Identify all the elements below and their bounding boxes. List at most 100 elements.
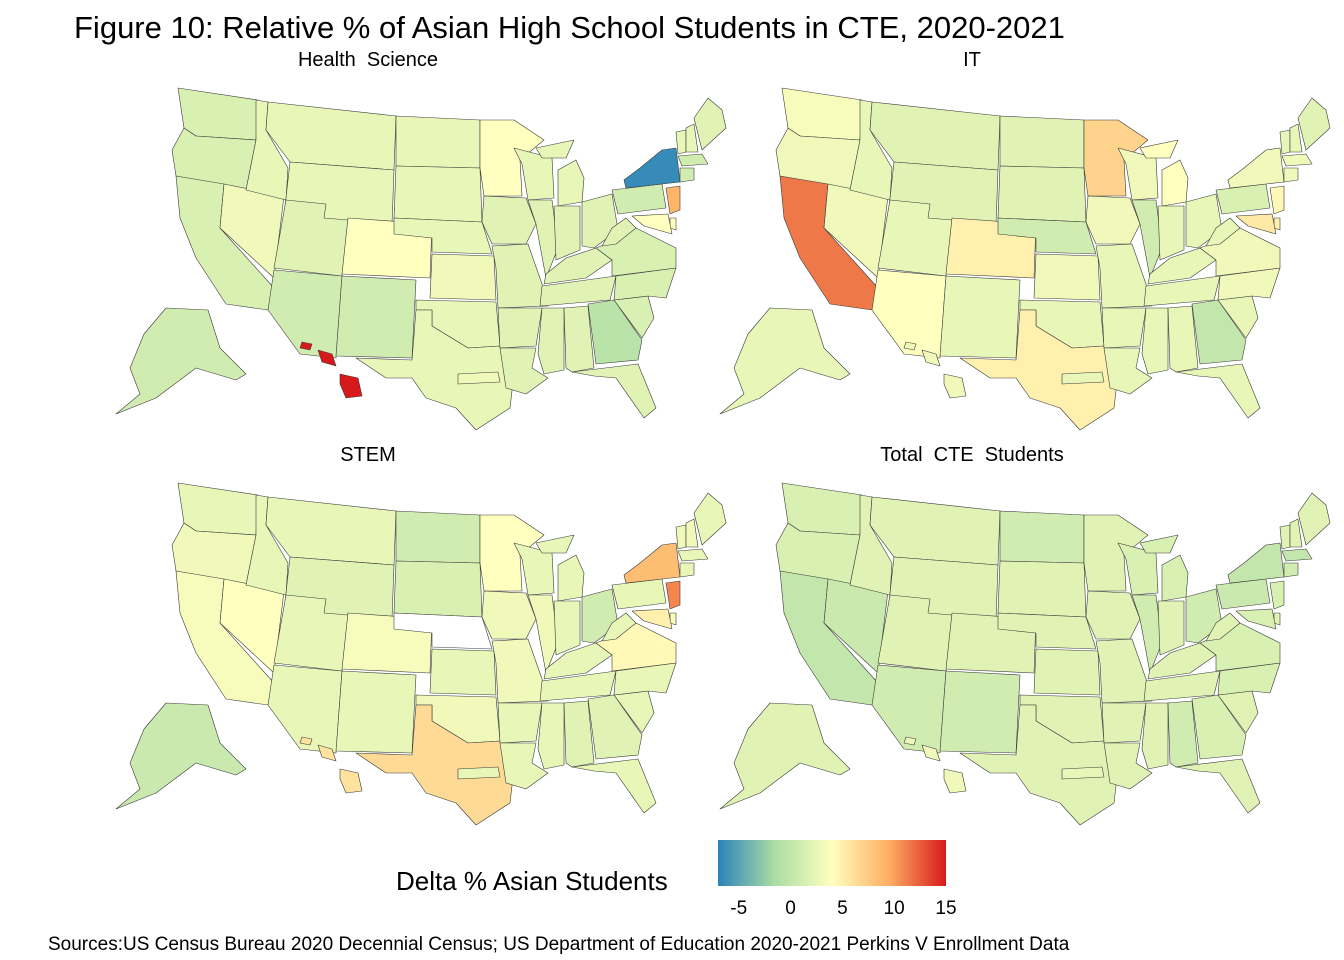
state-nh — [1289, 518, 1303, 548]
state-ak — [115, 307, 247, 415]
state-ms — [1141, 307, 1169, 375]
state-ia — [1085, 590, 1141, 640]
state-la — [1103, 347, 1153, 395]
state-ar — [497, 307, 543, 349]
legend-tick-mark — [945, 886, 947, 892]
state-ms — [1141, 702, 1169, 770]
panel-title-health-science: Health Science — [297, 49, 439, 71]
legend-title: Delta % Asian Students — [396, 866, 668, 896]
legend-tick-mark — [893, 886, 895, 892]
state-pr — [1061, 766, 1105, 780]
state-ct — [1283, 562, 1299, 578]
state-nd — [395, 510, 481, 564]
state-ct — [1283, 167, 1299, 183]
state-ct — [679, 167, 695, 183]
state-mi — [1139, 139, 1189, 207]
state-il — [527, 594, 559, 674]
legend-tick-mark — [790, 886, 792, 892]
state-tx — [959, 704, 1121, 826]
state-tx — [355, 704, 517, 826]
legend-color-bar — [718, 840, 946, 886]
state-sd — [393, 560, 483, 618]
state-il — [1131, 199, 1163, 279]
state-la — [499, 742, 549, 790]
state-pa — [611, 578, 667, 610]
state-ak — [115, 702, 247, 810]
state-in — [1157, 600, 1185, 656]
state-mi — [535, 534, 585, 602]
state-nm — [335, 670, 417, 754]
panel-title-total-cte: Total CTE Students — [880, 444, 1064, 466]
state-pa — [1215, 578, 1271, 610]
state-fl — [1175, 758, 1261, 814]
state-me — [1297, 97, 1331, 151]
state-fl — [1175, 363, 1261, 419]
state-hi — [299, 736, 363, 794]
state-in — [1157, 205, 1185, 261]
state-ia — [1085, 195, 1141, 245]
state-ma — [677, 548, 709, 562]
state-mt — [869, 101, 1001, 171]
state-fl — [571, 758, 657, 814]
state-la — [1103, 742, 1153, 790]
state-wv — [601, 217, 637, 247]
state-fl — [571, 363, 657, 419]
state-nd — [999, 510, 1085, 564]
state-md — [1235, 213, 1277, 235]
state-me — [1297, 492, 1331, 546]
state-sd — [997, 165, 1087, 223]
state-mi — [535, 139, 585, 207]
state-ny — [623, 147, 681, 189]
state-wv — [1205, 612, 1241, 642]
state-nj — [665, 580, 681, 610]
state-pr — [457, 371, 501, 385]
state-tn — [1143, 670, 1221, 702]
state-me — [693, 97, 727, 151]
state-md — [631, 213, 673, 235]
legend-tick-label: -5 — [730, 898, 748, 919]
state-ga — [1191, 299, 1247, 365]
state-al — [563, 305, 595, 373]
state-al — [1167, 700, 1199, 768]
state-ma — [1281, 548, 1313, 562]
state-me — [693, 492, 727, 546]
state-ga — [1191, 694, 1247, 760]
state-pa — [1215, 183, 1271, 215]
state-pr — [457, 766, 501, 780]
state-ks — [1033, 253, 1101, 301]
state-nj — [1269, 185, 1285, 215]
state-ar — [1101, 702, 1147, 744]
state-az — [267, 664, 343, 754]
state-mn — [479, 119, 545, 197]
map-stem — [115, 482, 727, 826]
state-az — [267, 269, 343, 359]
state-vt — [675, 524, 687, 550]
state-ga — [587, 694, 643, 760]
state-ms — [537, 702, 565, 770]
state-ny — [1227, 542, 1285, 584]
panel-title-it: IT — [963, 49, 981, 71]
state-ar — [497, 702, 543, 744]
state-tn — [539, 275, 617, 307]
state-mo — [1095, 243, 1153, 309]
state-mn — [479, 514, 545, 592]
state-mo — [491, 243, 549, 309]
state-nm — [335, 275, 417, 359]
state-ny — [623, 542, 681, 584]
state-ia — [481, 195, 537, 245]
state-in — [553, 205, 581, 261]
state-la — [499, 347, 549, 395]
state-wv — [601, 612, 637, 642]
state-ks — [1033, 648, 1101, 696]
state-mo — [491, 638, 549, 704]
source-note: Sources:US Census Bureau 2020 Decennial … — [48, 934, 1070, 955]
state-pa — [611, 183, 667, 215]
state-ga — [587, 299, 643, 365]
state-hi — [299, 341, 363, 399]
state-ma — [1281, 153, 1313, 167]
state-in — [553, 600, 581, 656]
legend-tick-label: 0 — [785, 898, 796, 919]
state-ct — [679, 562, 695, 578]
state-md — [1235, 608, 1277, 630]
state-nj — [665, 185, 681, 215]
